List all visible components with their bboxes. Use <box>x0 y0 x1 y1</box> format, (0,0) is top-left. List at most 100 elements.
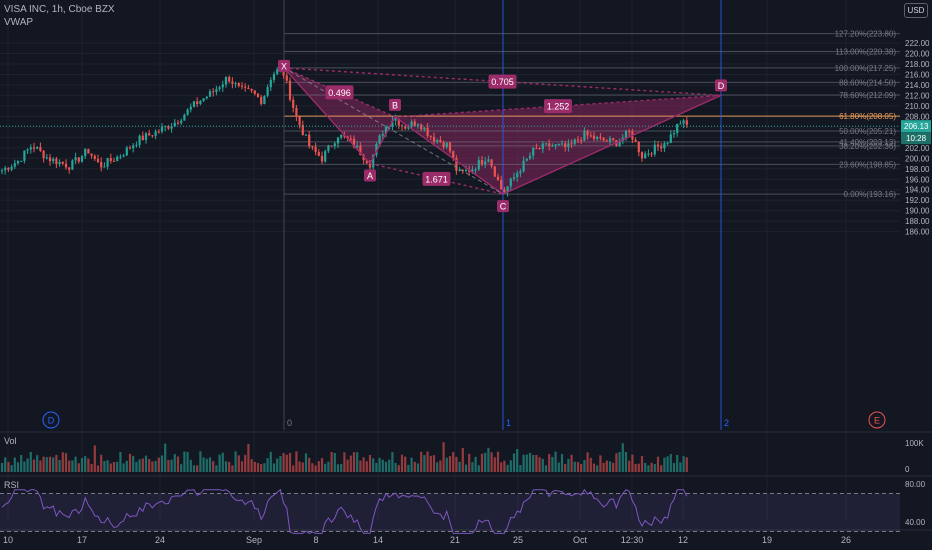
pattern-leg-bc[interactable] <box>394 116 504 195</box>
vwap-indicator-label[interactable]: VWAP <box>4 17 34 28</box>
candle-body <box>295 107 298 117</box>
pattern-leg-ab[interactable] <box>369 116 396 164</box>
candle-body <box>637 141 640 153</box>
currency-button[interactable]: USD <box>904 3 928 18</box>
volume-bar <box>256 463 260 472</box>
candle-body <box>128 147 132 149</box>
candle-body <box>458 169 461 171</box>
pattern-point-b-badge[interactable] <box>389 98 401 111</box>
pattern-leg-xa[interactable] <box>283 67 371 165</box>
volume-bar <box>84 456 87 472</box>
candle-body <box>151 135 154 137</box>
candle-body <box>640 152 644 159</box>
pattern-ratio-badge[interactable] <box>325 85 354 100</box>
volume-bar <box>160 455 164 472</box>
volume-bar <box>445 457 448 472</box>
candle-body <box>48 157 52 162</box>
volume-bar <box>525 454 528 472</box>
time-tick: 19 <box>762 535 772 545</box>
candle-body <box>573 139 576 144</box>
candle-body <box>484 161 487 165</box>
candle-body <box>314 146 317 152</box>
price-tick: 210.00 <box>905 102 930 111</box>
candle-body <box>464 169 468 171</box>
volume-bar <box>512 453 516 472</box>
volume-bar <box>356 452 359 472</box>
volume-bar <box>375 462 378 472</box>
volume-bar <box>381 459 384 472</box>
candle-body <box>567 143 570 148</box>
volume-bar <box>621 443 624 472</box>
volume-bar <box>496 451 500 472</box>
candle-body <box>538 148 541 150</box>
volume-bar <box>554 451 557 472</box>
pattern-ratio-label: 0.496 <box>328 88 351 98</box>
pattern-point-c-badge[interactable] <box>497 200 509 213</box>
candle-body <box>304 134 308 136</box>
candle-body <box>186 109 189 115</box>
candle-body <box>272 74 276 80</box>
harmonic-pattern[interactable]: X A B C D 0.496 0.705 1.252 1.671 <box>278 59 727 213</box>
candle-body <box>77 157 80 162</box>
volume-bar <box>384 461 388 472</box>
event-marker-circle[interactable] <box>868 411 886 429</box>
volume-label[interactable]: Vol <box>4 436 17 446</box>
time-tick: 25 <box>513 535 523 545</box>
pattern-ratio-badge[interactable] <box>544 99 572 114</box>
volume-bar <box>10 465 13 472</box>
candle-body <box>119 156 122 158</box>
volume-bar <box>176 456 180 472</box>
candle-body <box>384 127 388 135</box>
candle-body <box>74 157 77 161</box>
volume-bar <box>208 457 212 472</box>
candle-body <box>442 142 445 148</box>
volume-bar <box>96 465 100 472</box>
volume-bar <box>221 452 224 472</box>
price-tick: 194.00 <box>905 186 930 195</box>
candle-body <box>45 157 48 159</box>
price-tick: 216.00 <box>905 70 930 79</box>
volume-bar <box>640 456 644 472</box>
volume-bar <box>311 463 314 472</box>
volume-bar <box>442 442 445 472</box>
volume-bar <box>413 461 416 472</box>
pattern-point-d-badge[interactable] <box>715 79 727 92</box>
pattern-leg-xc[interactable] <box>283 67 504 195</box>
candle-body <box>317 151 320 156</box>
cycle-lines: 0 1 2 D E <box>42 0 886 430</box>
candle-body <box>173 122 176 127</box>
volume-bar <box>20 455 23 472</box>
time-tick: 26 <box>841 535 851 545</box>
candle-body <box>602 137 605 141</box>
volume-bar <box>170 459 173 472</box>
last-price-badge[interactable] <box>901 120 931 133</box>
volume-bar <box>4 457 7 472</box>
pattern-point-x-badge[interactable] <box>278 59 290 72</box>
volume-bar <box>308 457 311 472</box>
volume-bar <box>509 460 512 472</box>
volume-bar <box>663 457 666 472</box>
pattern-ratio-badge[interactable] <box>422 171 451 186</box>
pattern-leg-cd[interactable] <box>502 94 722 195</box>
candle-body <box>500 179 503 190</box>
volume-bar <box>154 460 157 472</box>
volume-bar <box>589 457 592 472</box>
pattern-ratio-badge[interactable] <box>488 74 517 89</box>
volume-bar <box>180 464 183 472</box>
volume-bar <box>128 453 132 472</box>
rsi-label[interactable]: RSI <box>4 480 20 490</box>
time-axis[interactable]: 10 17 24 Sep 8 14 21 25 Oct 12:30 12 19 26 <box>3 535 851 545</box>
candle-body <box>269 79 272 88</box>
candle-body <box>4 167 7 171</box>
pattern-point-a-badge[interactable] <box>364 169 376 182</box>
symbol-title[interactable]: VISA INC, 1h, Cboe BZX <box>4 4 115 15</box>
volume-bar <box>544 465 548 472</box>
event-marker-circle[interactable] <box>42 411 60 429</box>
volume-bar <box>167 459 170 472</box>
candle-body <box>660 146 663 149</box>
candle-body <box>320 155 324 162</box>
volume-bar <box>224 461 228 472</box>
candle-body <box>535 148 538 150</box>
